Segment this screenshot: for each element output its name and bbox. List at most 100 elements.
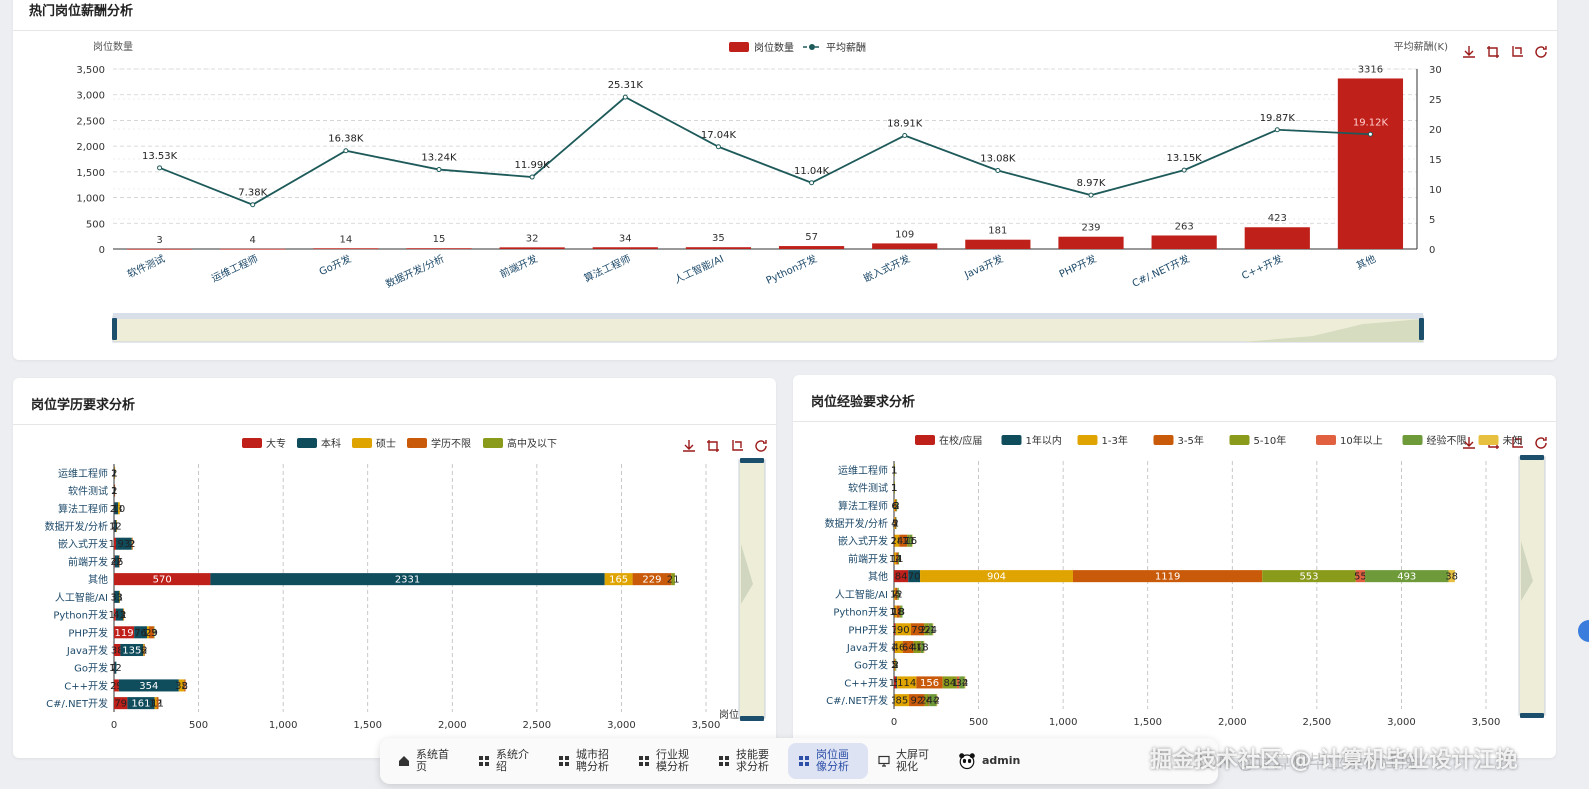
salary-line [159,96,1371,206]
bar-segment-label: 6 [892,501,898,512]
bar-segment [895,623,896,636]
bar-segment-label: 2 [893,660,899,671]
bar-segment [894,499,896,512]
download-icon[interactable] [1461,435,1477,451]
bar-segment-label: 23 [110,504,123,515]
bar-segment [895,658,897,671]
bar-segment-label: 85 [895,696,908,707]
bar [592,247,658,249]
bar-segment [959,676,965,689]
bar-segment [671,573,675,586]
y-tick-label: 2,500 [76,116,105,127]
bar-segment [897,676,917,689]
bar [778,246,845,249]
nav-item-industry[interactable]: 行业规模分析 [628,743,708,779]
bar-value-label: 34 [619,233,632,244]
line-point [715,144,721,150]
y-tick-label: Java开发 [846,641,888,654]
bar-segment [114,626,135,639]
bar-segment [909,534,913,547]
nav-label: 岗位画像分析 [816,748,849,773]
y-tick-label: 3,000 [76,91,105,102]
download-icon[interactable] [681,438,697,454]
x-tick-label: Java开发 [961,252,1005,282]
zoom-reset-icon[interactable] [1509,435,1525,451]
line-value-label: 25.31K [608,80,644,91]
bar-segment [894,587,896,600]
bar-segment-label: 12 [890,589,903,600]
bar-segment-label: 44 [927,696,940,707]
bar-segment [114,643,121,657]
bar-segment-label: 2 [917,643,923,654]
nav-item-big-screen[interactable]: 大屏可视化 [868,743,948,779]
y-tick-label: 嵌入式开发 [58,538,108,551]
nav-item-skills[interactable]: 技能要求分析 [708,743,788,779]
bar-segment-label: 24 [924,625,937,636]
x-tick-label: 2,000 [1218,717,1247,728]
legend-swatch [297,438,317,448]
y-right-tick-label: 0 [1429,245,1435,256]
line-point [529,174,535,180]
side-float-button[interactable] [1578,620,1589,642]
bar-segment-label: 11 [891,554,904,565]
download-icon[interactable] [1461,44,1477,60]
zoom-icon[interactable] [1485,44,1501,60]
legend-label: 1-3年 [1102,434,1128,447]
legend-swatch [1402,435,1423,445]
restore-icon[interactable] [753,438,769,454]
y-tick-label: 人工智能/AI [835,588,888,601]
bar-segment-label: 13 [889,678,902,689]
bar-segment [114,661,115,674]
data-zoom-handle-top [740,458,764,463]
nav-item-home[interactable]: 系统首页 [388,743,468,779]
y-tick-label: C#/.NET开发 [46,697,108,710]
y-tick-label: 2,000 [76,142,105,153]
nav-item-city[interactable]: 城市招聘分析 [548,743,628,779]
y-tick-label: 算法工程师 [58,502,108,515]
bar-segment-label: 3 [893,501,899,512]
bar-segment-label: 4 [111,557,117,568]
legend-label: 本科 [321,437,341,450]
data-zoom-slider-vertical [1518,455,1546,718]
bar-segment [895,658,896,671]
bar-segment-label: 1 [891,465,897,476]
bar-segment-label: 38 [1445,572,1458,583]
bar-segment [114,679,119,692]
x-tick-label: 500 [189,720,208,731]
zoom-reset-icon[interactable] [729,438,745,454]
y-right-tick-label: 30 [1429,65,1442,76]
bar-segment [1365,570,1449,583]
grid-icon [479,756,489,766]
legend-label: 平均薪酬 [826,42,866,54]
bar-value-label: 263 [1175,221,1194,232]
legend-swatch [1229,435,1250,445]
nav-item-user[interactable]: admin [948,743,1034,779]
bar-segment-label: 93 [118,539,131,550]
bar-segment-label: 28 [891,536,904,547]
restore-icon[interactable] [1533,435,1549,451]
bar-segment [895,640,903,654]
bar-segment [894,605,897,618]
y-tick-label: PHP开发 [848,623,888,636]
bar-segment [923,640,925,654]
bar-segment [928,623,929,636]
zoom-reset-icon[interactable] [1509,44,1525,60]
bar-segment [936,694,938,707]
line-point [1181,167,1187,173]
legend-label: 未知 [1503,434,1523,447]
nav-item-intro[interactable]: 系统介绍 [468,743,548,779]
zoom-icon[interactable] [705,438,721,454]
bar-segment-label: 1 [111,504,117,515]
bar-segment-label: 12 [902,536,915,547]
x-tick-label: 算法工程师 [582,252,633,285]
line-value-label: 8.97K [1077,178,1106,189]
bar-segment [115,608,124,621]
nav-item-job-profile[interactable]: 岗位画像分析 [788,743,868,779]
restore-icon[interactable] [1533,44,1549,60]
bar-value-label: 3 [156,235,162,246]
bar [685,247,752,249]
bar-segment [920,570,1073,583]
bar-segment [894,658,896,671]
bar-segment-label: 2 [129,539,135,550]
legend-label: 硕士 [376,437,396,450]
